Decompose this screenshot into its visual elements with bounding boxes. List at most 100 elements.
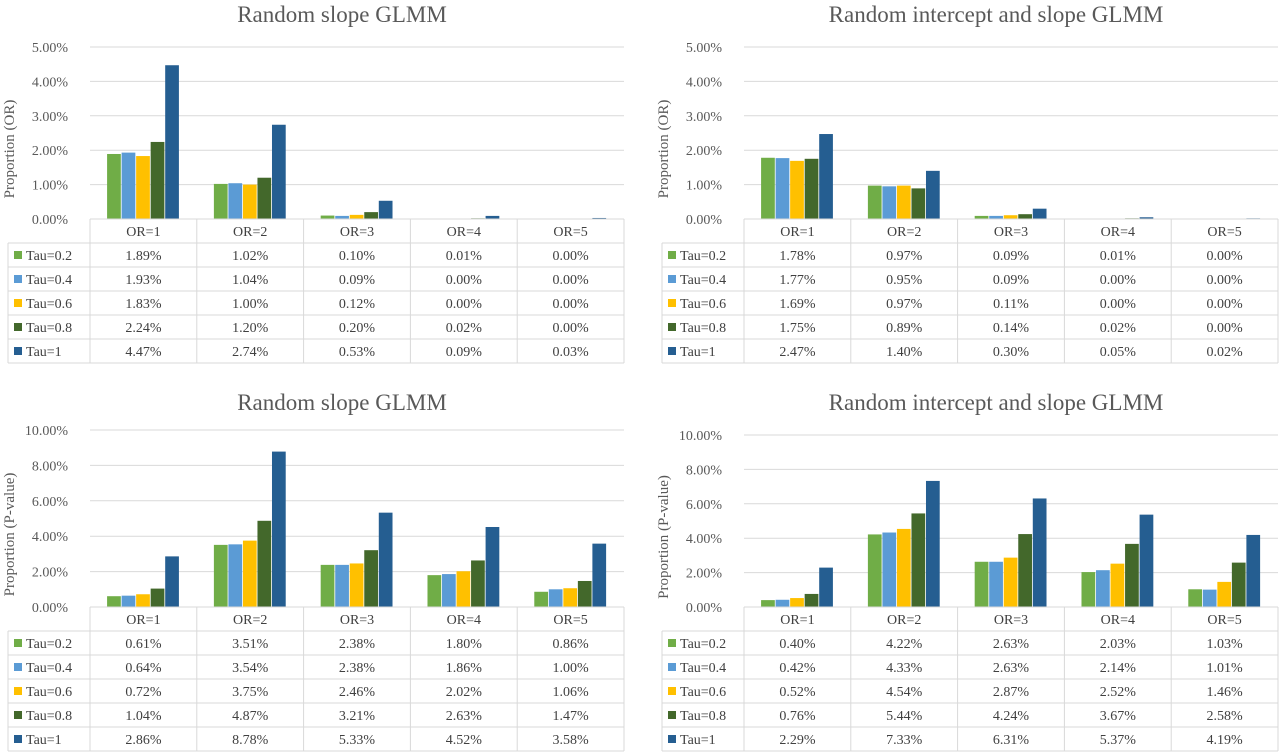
category-label: OR=4 <box>1101 613 1135 628</box>
table-cell-value: 2.47% <box>779 345 816 360</box>
bar <box>989 561 1003 607</box>
legend-label: Tau=0.2 <box>680 249 726 264</box>
table-cell-value: 2.29% <box>779 733 816 748</box>
table-cell-value: 1.46% <box>1207 685 1244 700</box>
category-label: OR=1 <box>126 225 160 240</box>
bar <box>534 591 549 607</box>
y-tick-label: 1.00% <box>32 179 69 194</box>
table-cell-value: 0.12% <box>339 297 376 312</box>
table-cell-value: 0.00% <box>1100 297 1137 312</box>
table-cell-value: 3.54% <box>232 661 269 676</box>
table-cell-value: 4.87% <box>232 709 269 724</box>
bar <box>378 200 393 219</box>
table-cell-value: 0.00% <box>1207 297 1244 312</box>
legend-label: Tau=0.8 <box>26 321 72 336</box>
legend-label: Tau=0.6 <box>26 685 72 700</box>
bar <box>925 170 940 219</box>
category-label: OR=3 <box>340 613 374 628</box>
bar <box>257 520 272 607</box>
table-cell-value: 0.10% <box>339 249 376 264</box>
bar <box>790 598 804 607</box>
table-cell-value: 0.02% <box>1207 345 1244 360</box>
legend-label: Tau=0.2 <box>26 637 72 652</box>
legend-label: Tau=0.8 <box>680 709 726 724</box>
chart-panel-pvalue-random-slope: Random slope GLMM Proportion (P-value) 0.0… <box>0 382 626 754</box>
table-cell-value: 0.09% <box>339 273 376 288</box>
table-cell-value: 1.02% <box>232 249 269 264</box>
table-cell-value: 2.24% <box>125 321 162 336</box>
table-cell-value: 2.38% <box>339 661 376 676</box>
legend-key <box>668 639 676 647</box>
y-tick-label: 5.00% <box>32 41 69 56</box>
table-cell-value: 0.02% <box>446 321 483 336</box>
y-tick-label: 10.00% <box>25 424 69 439</box>
y-tick-label: 4.00% <box>686 532 723 547</box>
bar <box>1032 208 1047 219</box>
bar <box>896 185 911 219</box>
table-cell-value: 0.00% <box>553 297 590 312</box>
bar <box>911 188 926 219</box>
table-cell-value: 3.75% <box>232 685 269 700</box>
table-cell-value: 0.72% <box>125 685 162 700</box>
bar <box>1032 498 1047 607</box>
table-cell-value: 1.04% <box>125 709 162 724</box>
bar <box>1217 581 1232 607</box>
y-tick-label: 4.00% <box>32 530 69 545</box>
table-cell-value: 1.78% <box>779 249 816 264</box>
category-label: OR=5 <box>553 613 587 628</box>
legend-label: Tau=0.4 <box>680 273 726 288</box>
category-label: OR=5 <box>1207 225 1241 240</box>
bar <box>271 451 286 607</box>
table-cell-value: 2.46% <box>339 685 376 700</box>
bar <box>882 186 897 219</box>
y-tick-label: 8.00% <box>686 463 723 478</box>
table-cell-value: 2.86% <box>125 733 162 748</box>
table-cell-value: 1.80% <box>446 637 483 652</box>
legend-key <box>14 251 22 259</box>
table-cell-value: 4.22% <box>886 637 923 652</box>
table-cell-value: 3.51% <box>232 637 269 652</box>
chart-svg: Random intercept and slope GLMM Proportio… <box>656 2 1279 364</box>
table-cell-value: 3.21% <box>339 709 376 724</box>
table-cell-value: 1.20% <box>232 321 269 336</box>
legend-label: Tau=0.2 <box>680 637 726 652</box>
table-cell-value: 4.24% <box>993 709 1030 724</box>
table-cell-value: 2.52% <box>1100 685 1137 700</box>
table-cell-value: 0.03% <box>553 345 590 360</box>
chart-title: Random slope GLMM <box>237 390 447 415</box>
chart-panel-or-random-slope: Random slope GLMM Proportion (OR) 0.00% 1.0… <box>0 0 626 370</box>
table-cell-value: 0.09% <box>993 273 1030 288</box>
bar <box>911 513 926 607</box>
chart-svg: Random slope GLMM Proportion (OR) 0.00% 1.0… <box>2 2 625 364</box>
bar <box>1139 217 1154 219</box>
legend-key <box>14 639 22 647</box>
legend-label: Tau=0.6 <box>680 297 726 312</box>
category-label: OR=3 <box>340 225 374 240</box>
table-cell-value: 1.01% <box>1207 661 1244 676</box>
table-cell-value: 0.53% <box>339 345 376 360</box>
legend-key <box>668 735 676 743</box>
bar <box>364 550 378 607</box>
bar <box>867 185 882 219</box>
bar <box>1202 589 1217 607</box>
legend-label: Tau=1 <box>680 345 716 360</box>
table-cell-value: 1.04% <box>232 273 269 288</box>
chart-title: Random intercept and slope GLMM <box>829 2 1164 27</box>
bar <box>1003 557 1018 607</box>
bar <box>1231 562 1246 607</box>
y-tick-label: 2.00% <box>32 566 69 581</box>
bar <box>228 183 243 219</box>
table-cell-value: 1.77% <box>779 273 816 288</box>
legend-label: Tau=1 <box>680 733 716 748</box>
legend-key <box>14 275 22 283</box>
table-cell-value: 1.03% <box>1207 637 1244 652</box>
category-label: OR=4 <box>1101 225 1135 240</box>
category-label: OR=1 <box>126 613 160 628</box>
bar <box>165 556 179 607</box>
bar <box>548 589 563 607</box>
table-cell-value: 0.14% <box>993 321 1030 336</box>
bar <box>242 540 257 607</box>
table-cell-value: 0.00% <box>1207 321 1244 336</box>
table-cell-value: 0.64% <box>125 661 162 676</box>
table-cell-value: 4.54% <box>886 685 923 700</box>
